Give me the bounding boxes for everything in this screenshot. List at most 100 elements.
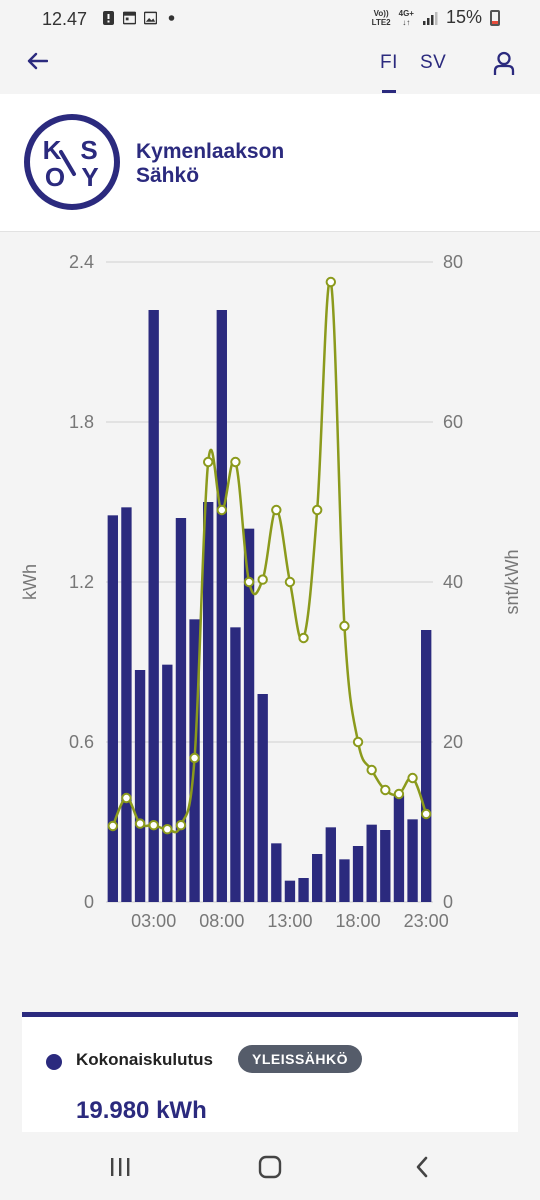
network-top: Vo)) [373,8,389,18]
price-point [175,820,187,831]
price-point [257,574,268,585]
x-tick-label: 13:00 [267,911,312,931]
y-right-tick-label: 40 [443,572,463,592]
consumption-label: Kokonaiskulutus [76,1050,213,1069]
price-point [134,818,146,829]
price-line [111,279,428,834]
logo-line2: Sähkö [136,164,200,187]
y-left-axis-title: kWh [20,564,40,600]
recent-apps-icon [111,1158,130,1176]
price-point [366,764,377,776]
app-bar: FI SV [0,38,540,94]
status-icons [102,11,178,25]
alert-icon [103,11,114,25]
consumption-card: Kokonaiskulutus YLEISSÄHKÖ 19.980 kWh [22,1012,518,1137]
price-point [420,808,432,820]
signal-icon [422,11,438,25]
status-right: Vo)) LTE2 4G+ ↓↑ 15% [372,7,500,28]
y-right-tick-label: 20 [443,732,463,752]
consumption-bar [312,854,323,902]
x-tick-label: 08:00 [199,911,244,931]
consumption-bar [162,664,173,902]
network-type-label: 4G+ [398,8,414,18]
ksoy-logo: K S O Y [24,114,120,210]
price-point [243,576,255,588]
network-bottom: LTE2 [371,17,391,27]
price-point [380,784,391,796]
consumption-bar [257,694,268,902]
y-left-tick-label: 1.8 [69,412,94,432]
price-point [393,788,405,800]
price-point [107,820,119,832]
consumption-bar [352,846,364,902]
consumption-bar [284,880,296,902]
price-point [407,772,418,784]
x-tick-label: 23:00 [404,911,449,931]
battery-percent: 15% [445,7,482,27]
price-point [339,620,350,632]
price-point [311,504,323,516]
price-point [216,504,228,516]
consumption-bar [325,827,336,902]
legend-dot [46,1054,62,1070]
status-time: 12.47 [42,9,88,29]
price-point [202,456,214,468]
logo-letter-o: O [45,162,65,192]
price-point [230,456,241,468]
consumption-total: 19.980 kWh [76,1097,207,1124]
recent-apps-button[interactable] [100,1150,140,1184]
consumption-bar [107,515,118,902]
lang-fi-button[interactable]: FI [380,52,398,93]
logo-area: K S O Y Kymenlaakson Sähkö [0,94,540,232]
calendar-icon [123,11,136,25]
consumption-bar [243,528,255,902]
system-nav-bar [0,1132,540,1200]
consumption-bar [134,670,146,902]
back-button[interactable] [20,44,54,78]
y-right-tick-label: 80 [443,252,463,272]
network-indicator: Vo)) LTE2 [372,9,391,27]
consumption-bar [216,310,227,902]
status-bar: 12.47 Vo)) LTE2 4G+ ↓↑ 15% [0,0,540,38]
user-icon [493,51,515,75]
home-icon [258,1155,282,1179]
price-point [325,276,337,288]
x-tick-label: 03:00 [131,911,176,931]
data-arrows-icon: ↓↑ [402,17,411,27]
price-point [352,736,364,748]
battery-icon [490,9,500,26]
logo-letter-s: S [80,135,97,165]
y-right-tick-label: 60 [443,412,463,432]
y-right-tick-label: 0 [443,892,453,912]
price-point [298,632,309,644]
price-point [121,792,132,804]
home-button[interactable] [250,1150,290,1184]
price-point [189,752,200,764]
y-left-tick-label: 1.2 [69,572,94,592]
system-back-button[interactable] [402,1150,442,1184]
consumption-bar [366,824,377,902]
consumption-bar [121,507,132,902]
logo-text: Kymenlaakson Sähkö [136,140,284,188]
consumption-bar [407,819,418,902]
consumption-bar [175,518,187,902]
logo-line1: Kymenlaakson [136,140,285,163]
price-point [271,504,282,516]
consumption-bar [393,795,405,902]
y-right-axis-title: snt/kWh [502,549,522,614]
y-left-tick-label: 0.6 [69,732,94,752]
arrow-left-icon [27,52,48,70]
logo-letter-y: Y [81,162,98,192]
back-icon [416,1156,428,1178]
chart-area: 0 0.6 1.2 1.8 2.4 0 20 40 60 80 03:00 08:00 13:00 18:… [0,233,540,1013]
x-tick-label: 18:00 [336,911,381,931]
consumption-bar [298,878,309,902]
lang-sv-button[interactable]: SV [420,52,447,73]
y-left-tick-label: 2.4 [69,252,94,272]
consumption-price-chart: 0 0.6 1.2 1.8 2.4 0 20 40 60 80 03:00 08:00 13:00 18:… [20,252,522,931]
user-button[interactable] [488,48,520,80]
consumption-bar [421,630,432,902]
consumption-bar [380,830,391,902]
consumption-bar [339,859,350,902]
logo-letter-k: K [43,135,62,165]
